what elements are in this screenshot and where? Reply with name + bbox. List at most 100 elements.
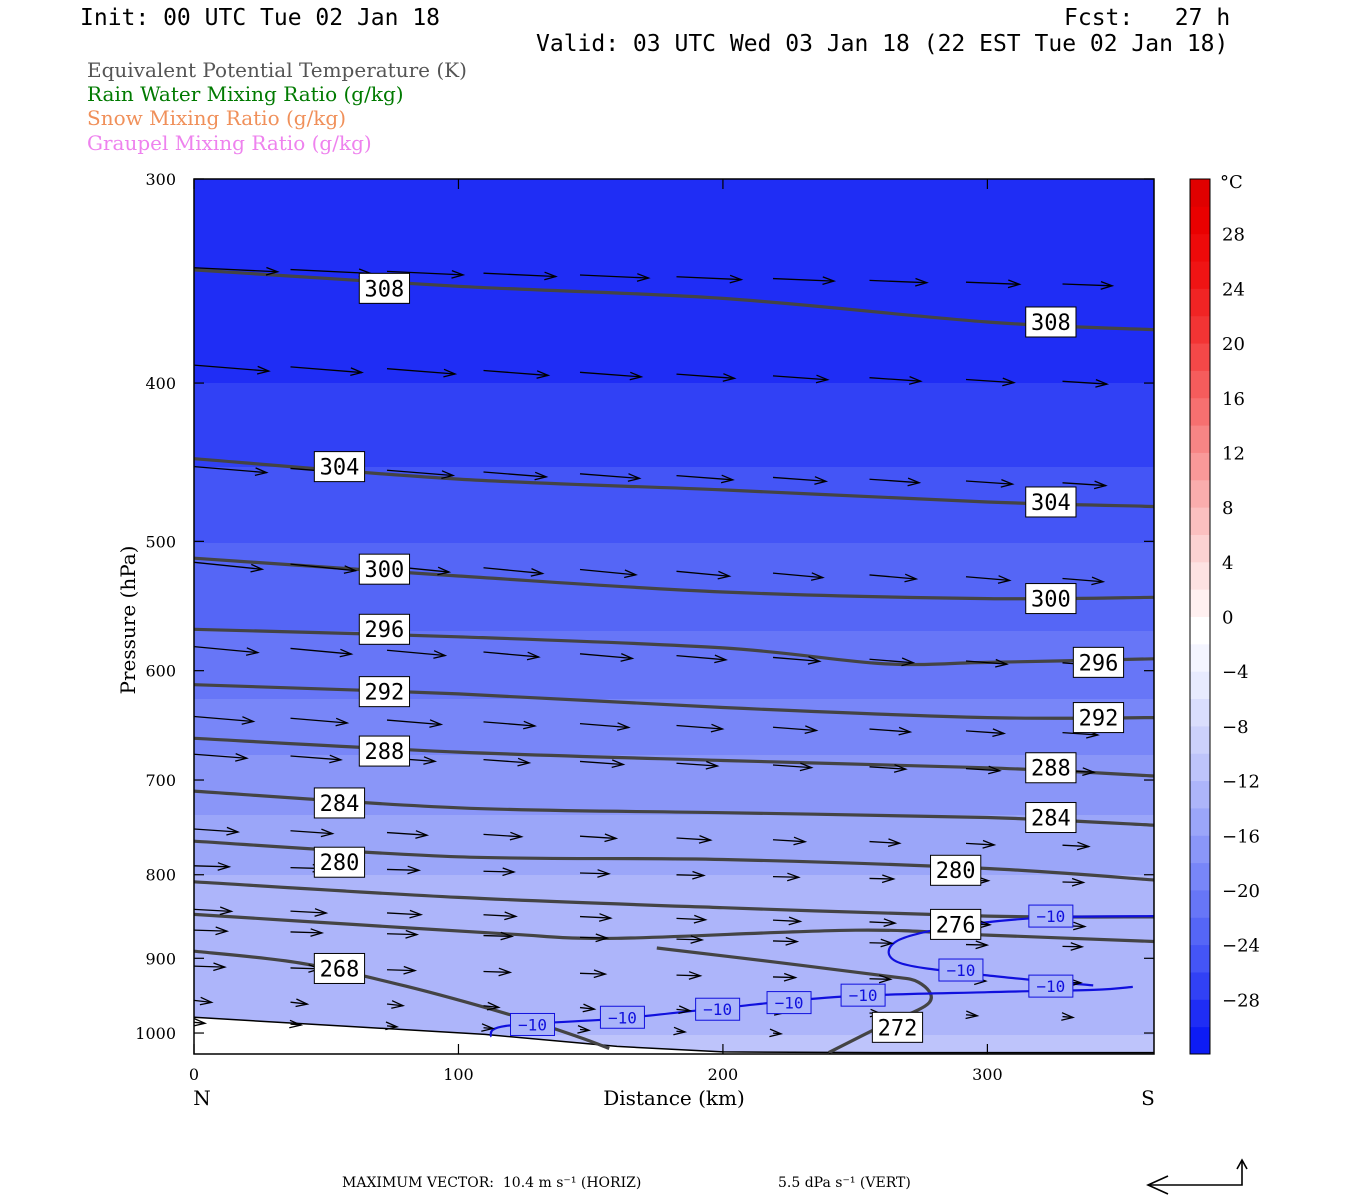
wind-vector-head: [385, 1021, 400, 1031]
max-vector-vert: 5.5 dPa s⁻¹ (VERT): [778, 1175, 911, 1191]
theta-e-label-280-1: 280: [936, 859, 976, 884]
wind-vector: [1062, 482, 1106, 487]
wind-vector: [194, 929, 228, 932]
shading-band: [194, 675, 1154, 680]
shading-band: [194, 1023, 1154, 1028]
shading-band: [194, 323, 1154, 328]
wind-vector-head: [443, 368, 458, 378]
shading-band: [194, 483, 1154, 488]
colorbar-tick-label: 20: [1222, 334, 1245, 355]
wind-vector-head: [604, 833, 619, 843]
wind-vector: [483, 721, 535, 727]
shading-band: [194, 419, 1154, 424]
shading-band: [194, 883, 1154, 888]
colorbar-tick-label: −24: [1222, 936, 1260, 957]
shading-band: [194, 443, 1154, 448]
colorbar-segment: [1190, 397, 1210, 426]
theta-e-label-272-0-box: [871, 1011, 924, 1043]
shading-band: [194, 511, 1154, 516]
wind-vector: [194, 965, 225, 968]
shading-band: [194, 347, 1154, 352]
wind-vector: [676, 724, 723, 730]
shading-band: [194, 707, 1154, 712]
shading-band: [194, 891, 1154, 896]
shading-band: [194, 311, 1154, 316]
wind-vector: [965, 943, 988, 946]
shading-band: [194, 999, 1154, 1004]
wind-vector: [869, 478, 920, 484]
colorbar-segment: [1190, 370, 1210, 399]
wind-vector-head: [787, 872, 801, 882]
theta-e-label-288-0-box: [358, 735, 411, 767]
wind-vector: [772, 764, 812, 769]
wind-vector: [772, 375, 828, 381]
wind-vector: [194, 753, 247, 759]
shading-band: [194, 691, 1154, 696]
wind-vector-head: [423, 756, 438, 765]
shading-band: [194, 839, 1154, 844]
wind-vector-head: [405, 929, 420, 939]
wind-vector-head: [593, 969, 608, 979]
contour-labels: 308 308 304 304 300 300 296 296 292 292 288 288 284 2…: [313, 272, 1125, 1043]
colorbar-tick-label: 8: [1222, 498, 1233, 519]
shading-band: [194, 223, 1154, 228]
shading-band: [194, 199, 1154, 204]
shading-band: [194, 227, 1154, 232]
shading-band: [194, 835, 1154, 840]
shading-band: [194, 791, 1154, 796]
wind-vector: [386, 868, 420, 871]
theta-e-contour-288: [194, 736, 1154, 778]
shading-band: [194, 303, 1154, 308]
shading-band: [194, 1015, 1154, 1020]
wind-vector-head: [250, 563, 265, 573]
colorbar-segment: [1190, 753, 1210, 782]
colorbar-segment: [1190, 534, 1210, 563]
wind-vector-head: [814, 476, 829, 485]
shading-band: [194, 575, 1154, 580]
wind-vector-head: [409, 909, 424, 919]
shading-band: [194, 799, 1154, 804]
wind-vector-head: [391, 1000, 406, 1009]
wind-vector-head: [415, 830, 430, 839]
x-axis: 0 100 200 300: [189, 179, 1003, 1084]
wind-vector-head: [509, 831, 524, 841]
shading-band: [194, 475, 1154, 480]
terrain-polygon: [194, 1017, 1154, 1054]
wind-vector: [965, 660, 1007, 665]
wind-vector-head: [1095, 378, 1110, 388]
theta-e-label-292-0: 292: [365, 681, 405, 706]
shading-band: [194, 355, 1154, 360]
shading-band: [194, 635, 1154, 640]
shading-band: [194, 595, 1154, 600]
shading-band: [194, 191, 1154, 196]
shading-band: [194, 259, 1154, 264]
wind-vector: [676, 938, 703, 941]
shading-band: [194, 295, 1154, 300]
theta-e-label-296-1: 296: [1079, 651, 1119, 676]
shading-band: [194, 955, 1154, 960]
wind-vector: [869, 921, 896, 924]
wind-vector: [772, 656, 820, 662]
colorbar-segment: [1190, 206, 1210, 235]
shading-band: [194, 379, 1154, 384]
wind-vector-head: [403, 965, 418, 975]
wind-vector-head: [1082, 767, 1096, 777]
shading-band: [194, 315, 1154, 320]
wind-vector: [483, 567, 543, 575]
theta-e-label-280-1-box: [930, 854, 982, 886]
shading-band: [194, 755, 1154, 760]
wind-vector: [1062, 577, 1104, 583]
wind-vector-head: [810, 572, 825, 581]
wind-vector: [194, 999, 212, 1004]
theta-e-label-300-0: 300: [365, 558, 405, 583]
shading-band: [194, 243, 1154, 248]
wind-vector: [483, 272, 556, 278]
theta-e-contour-unlabeled: [194, 880, 1154, 919]
wind-vector-head: [235, 752, 249, 762]
wind-vector-head: [534, 471, 549, 481]
wind-vector-head: [673, 1026, 688, 1036]
wind-vector-head: [241, 716, 256, 725]
isotherm-label-box-1: [599, 1005, 645, 1029]
field-label-theta-e: Equivalent Potential Temperature (K): [87, 58, 467, 82]
wind-vector-head: [822, 276, 837, 286]
